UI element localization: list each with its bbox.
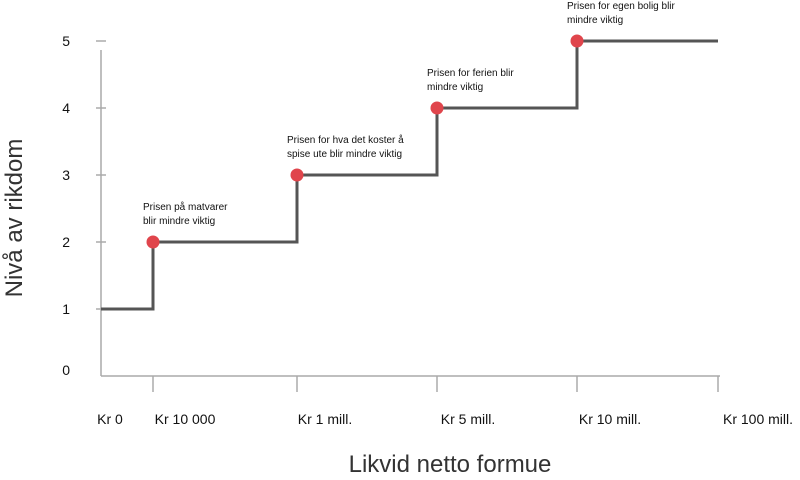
point-annotation: Prisen for hva det koster å spise ute bli…	[287, 134, 404, 160]
point-annotation: Prisen for ferien blir mindre viktig	[427, 68, 514, 93]
step-series	[101, 39, 718, 311]
data-point	[570, 34, 584, 48]
y-axis-ticks: 0 1 2 3 4 5	[62, 33, 106, 378]
y-tick-label: 3	[62, 167, 70, 183]
axes	[100, 50, 720, 377]
point-annotation: Prisen på matvarer blir mindre viktig	[143, 201, 228, 227]
data-point	[290, 168, 304, 182]
x-axis-title: Likvid netto formue	[349, 451, 552, 478]
point-annotation: Prisen for egen bolig blir mindre viktig	[567, 1, 676, 26]
series-line	[101, 39, 718, 311]
y-tick-label: 1	[62, 301, 70, 317]
x-tick-label: Kr 1 mill.	[298, 411, 352, 427]
x-tick-label: Kr 100 mill.	[723, 411, 793, 427]
x-axis-ticks: Kr 0 Kr 10 000 Kr 1 mill. Kr 5 mill. Kr 10 m…	[97, 376, 793, 427]
points	[146, 34, 584, 249]
y-axis-title: Nivå av rikdom	[1, 139, 28, 298]
data-point	[430, 101, 444, 115]
x-tick-label: Kr 10 mill.	[579, 411, 641, 427]
y-tick-label: 2	[62, 234, 70, 250]
annotations: Prisen på matvarer blir mindre viktig Pris…	[143, 1, 676, 227]
y-tick-label: 4	[62, 100, 70, 116]
data-point	[146, 235, 160, 249]
x-tick-label: Kr 0	[97, 411, 123, 427]
x-tick-label: Kr 10 000	[155, 411, 216, 427]
y-tick-label: 5	[62, 33, 70, 49]
y-tick-label: 0	[62, 362, 70, 378]
x-tick-label: Kr 5 mill.	[441, 411, 495, 427]
